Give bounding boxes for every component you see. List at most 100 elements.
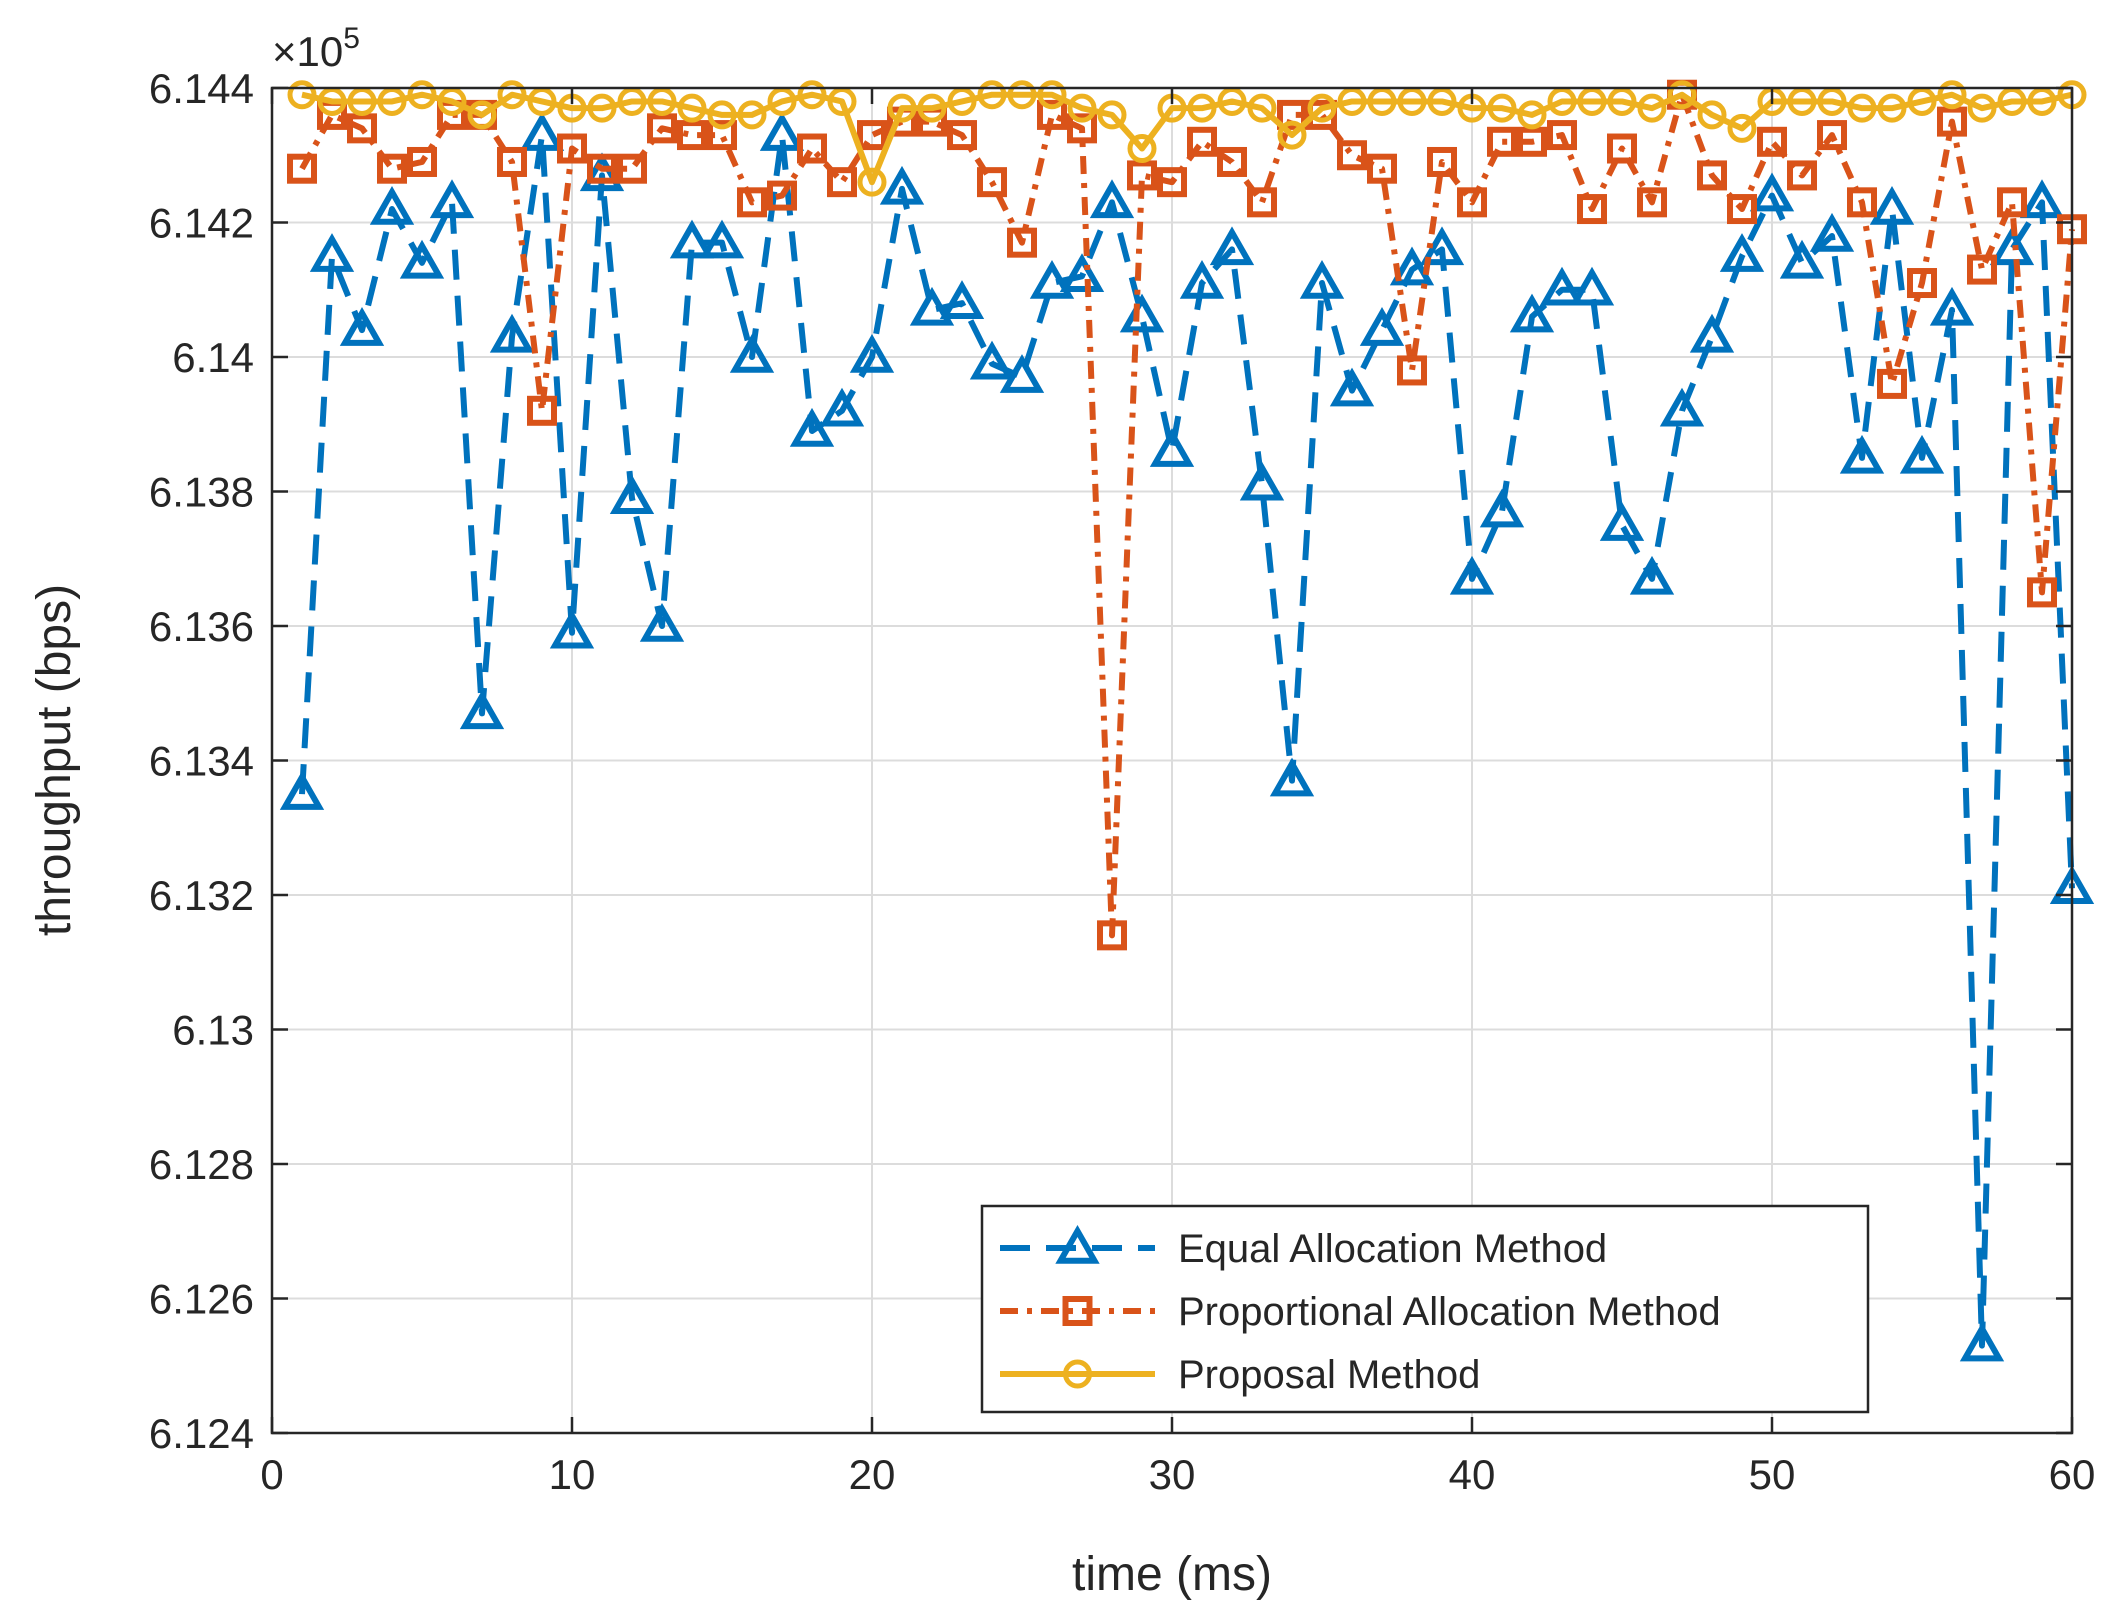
legend-label: Proposal Method bbox=[1178, 1353, 1480, 1397]
data-point-marker bbox=[459, 690, 505, 730]
x-tick-label: 10 bbox=[549, 1451, 596, 1498]
data-point-marker bbox=[1727, 194, 1757, 225]
data-point-marker bbox=[879, 165, 925, 205]
data-point-marker bbox=[797, 80, 827, 110]
data-point-marker bbox=[1419, 226, 1465, 266]
data-point-marker bbox=[1007, 227, 1037, 258]
data-point-marker bbox=[1397, 355, 1427, 386]
data-point-marker bbox=[707, 120, 737, 151]
data-point-marker bbox=[1307, 93, 1337, 123]
data-point-marker bbox=[939, 280, 985, 319]
data-point-marker bbox=[1757, 126, 1787, 157]
data-point-marker bbox=[1817, 86, 1847, 116]
data-point-marker bbox=[429, 179, 475, 219]
data-point-marker bbox=[497, 146, 527, 177]
data-point-marker bbox=[377, 153, 407, 184]
data-point-marker bbox=[1329, 367, 1375, 407]
data-point-marker bbox=[1427, 146, 1457, 177]
data-point-marker bbox=[677, 120, 707, 151]
data-point-marker bbox=[677, 93, 707, 123]
data-point-marker bbox=[377, 86, 407, 116]
data-point-marker bbox=[407, 80, 437, 110]
data-point-marker bbox=[587, 93, 617, 123]
data-point-marker bbox=[1817, 120, 1847, 151]
data-point-marker bbox=[947, 120, 977, 151]
data-point-marker bbox=[347, 113, 377, 144]
legend-item-2: Proportional Allocation Method bbox=[1000, 1290, 1721, 1334]
data-point-marker bbox=[1997, 187, 2027, 218]
data-point-marker bbox=[1599, 502, 1645, 541]
data-point-marker bbox=[819, 387, 865, 427]
data-point-marker bbox=[827, 86, 857, 116]
data-point-marker bbox=[2027, 577, 2057, 608]
series-line bbox=[301, 91, 2073, 186]
data-point-marker bbox=[1847, 93, 1877, 123]
data-point-marker bbox=[1547, 86, 1577, 116]
data-point-marker bbox=[1059, 253, 1105, 293]
data-point-marker bbox=[1247, 187, 1277, 218]
legend-item-1: Equal Allocation Method bbox=[1000, 1224, 1607, 1271]
data-point-marker bbox=[767, 180, 797, 211]
data-point-marker bbox=[977, 80, 1007, 110]
data-point-marker bbox=[1869, 186, 1915, 225]
data-point-marker bbox=[1217, 86, 1247, 116]
data-point-marker bbox=[917, 93, 947, 123]
data-point-marker bbox=[1097, 920, 1127, 951]
data-point-marker bbox=[1697, 160, 1727, 191]
data-point-marker bbox=[1239, 461, 1285, 501]
data-point-marker bbox=[857, 167, 887, 197]
data-point-marker bbox=[1877, 93, 1907, 123]
data-point-marker bbox=[2019, 179, 2065, 219]
data-point-marker bbox=[1809, 212, 1855, 252]
data-point-marker bbox=[1119, 293, 1165, 333]
data-point-marker bbox=[1127, 134, 1157, 164]
data-point-marker bbox=[1577, 194, 1607, 225]
y-tick-label: 6.144 bbox=[149, 65, 254, 112]
data-point-marker bbox=[1179, 259, 1225, 299]
data-point-marker bbox=[579, 152, 625, 192]
data-point-marker bbox=[497, 80, 527, 110]
y-tick-label: 6.142 bbox=[149, 200, 254, 247]
data-point-marker bbox=[827, 167, 857, 198]
legend-label: Equal Allocation Method bbox=[1178, 1227, 1607, 1271]
y-tick-label: 6.14 bbox=[172, 334, 254, 381]
x-tick-label: 0 bbox=[260, 1451, 283, 1498]
data-point-marker bbox=[767, 86, 797, 116]
series-group bbox=[279, 79, 2095, 1362]
data-point-marker bbox=[1847, 187, 1877, 218]
data-point-marker bbox=[1067, 93, 1097, 123]
data-point-marker bbox=[1637, 187, 1667, 218]
data-point-marker bbox=[369, 186, 415, 225]
data-point-marker bbox=[1029, 259, 1075, 299]
data-point-marker bbox=[1749, 172, 1795, 212]
data-point-marker bbox=[1089, 179, 1135, 219]
data-point-marker bbox=[947, 86, 977, 116]
y-exponent-power: 5 bbox=[343, 22, 360, 55]
data-point-marker bbox=[399, 239, 445, 279]
data-point-marker bbox=[617, 153, 647, 184]
data-point-marker bbox=[857, 120, 887, 151]
y-exponent-base: ×10 bbox=[272, 28, 343, 75]
data-point-marker bbox=[1337, 86, 1367, 116]
series-3 bbox=[287, 80, 2087, 197]
data-point-marker bbox=[1877, 368, 1907, 399]
data-point-marker bbox=[1787, 160, 1817, 191]
data-point-marker bbox=[729, 333, 775, 373]
data-point-marker bbox=[1337, 140, 1367, 171]
series-1 bbox=[279, 112, 2095, 1362]
data-point-marker bbox=[1277, 120, 1307, 150]
data-point-marker bbox=[639, 602, 685, 642]
data-point-marker bbox=[1997, 86, 2027, 116]
y-tick-label: 6.132 bbox=[149, 872, 254, 919]
data-point-marker bbox=[1157, 167, 1187, 198]
legend-items: Equal Allocation Method Proportional Allo… bbox=[1000, 1224, 1721, 1397]
data-point-marker bbox=[1209, 226, 1255, 266]
data-point-marker bbox=[1487, 126, 1517, 157]
y-tick-label: 6.128 bbox=[149, 1141, 254, 1188]
series-line bbox=[299, 91, 2075, 939]
x-tick-label: 20 bbox=[849, 1451, 896, 1498]
data-point-marker bbox=[1067, 113, 1097, 144]
data-point-marker bbox=[519, 112, 565, 151]
legend-marker bbox=[1055, 1224, 1100, 1264]
